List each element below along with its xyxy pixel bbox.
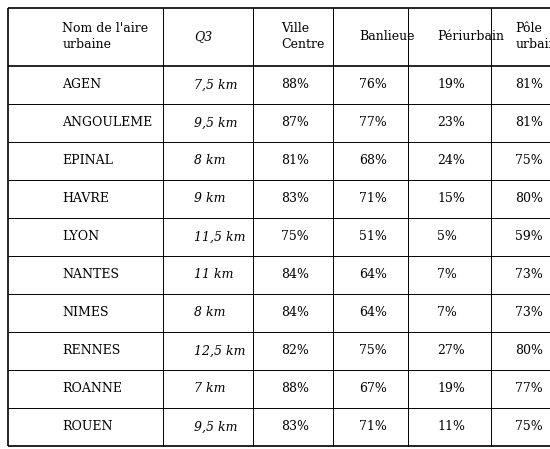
Text: NANTES: NANTES	[62, 269, 119, 282]
Text: 5%: 5%	[437, 230, 457, 243]
Text: 19%: 19%	[437, 79, 465, 92]
Text: 15%: 15%	[437, 193, 465, 206]
Text: 8 km: 8 km	[195, 154, 226, 167]
Text: 9,5 km: 9,5 km	[195, 421, 238, 433]
Text: Périurbain: Périurbain	[437, 31, 504, 44]
Text: ROUEN: ROUEN	[62, 421, 113, 433]
Text: 80%: 80%	[515, 193, 543, 206]
Text: 84%: 84%	[281, 269, 309, 282]
Text: 59%: 59%	[515, 230, 543, 243]
Text: 84%: 84%	[281, 307, 309, 320]
Text: 7%: 7%	[437, 307, 457, 320]
Text: 87%: 87%	[281, 116, 309, 129]
Text: 9 km: 9 km	[195, 193, 226, 206]
Text: 81%: 81%	[515, 116, 543, 129]
Text: 12,5 km: 12,5 km	[195, 344, 246, 357]
Text: 7,5 km: 7,5 km	[195, 79, 238, 92]
Text: 19%: 19%	[437, 383, 465, 396]
Text: 88%: 88%	[281, 79, 309, 92]
Text: 67%: 67%	[359, 383, 387, 396]
Text: ANGOULEME: ANGOULEME	[62, 116, 152, 129]
Text: Banlieue: Banlieue	[359, 31, 415, 44]
Text: 23%: 23%	[437, 116, 465, 129]
Text: LYON: LYON	[62, 230, 100, 243]
Text: ROANNE: ROANNE	[62, 383, 122, 396]
Text: 11,5 km: 11,5 km	[195, 230, 246, 243]
Text: 83%: 83%	[281, 193, 309, 206]
Text: 71%: 71%	[359, 421, 387, 433]
Text: 7%: 7%	[437, 269, 457, 282]
Text: 83%: 83%	[281, 421, 309, 433]
Text: 73%: 73%	[515, 307, 543, 320]
Text: Pôle
urbain: Pôle urbain	[515, 22, 550, 52]
Text: 9,5 km: 9,5 km	[195, 116, 238, 129]
Text: 75%: 75%	[281, 230, 309, 243]
Text: RENNES: RENNES	[62, 344, 120, 357]
Text: 81%: 81%	[515, 79, 543, 92]
Text: 77%: 77%	[515, 383, 543, 396]
Text: 75%: 75%	[515, 421, 543, 433]
Text: 71%: 71%	[359, 193, 387, 206]
Text: 76%: 76%	[359, 79, 387, 92]
Text: 64%: 64%	[359, 307, 387, 320]
Text: HAVRE: HAVRE	[62, 193, 109, 206]
Text: 51%: 51%	[359, 230, 387, 243]
Text: 11 km: 11 km	[195, 269, 234, 282]
Text: 68%: 68%	[359, 154, 387, 167]
Text: 64%: 64%	[359, 269, 387, 282]
Text: 27%: 27%	[437, 344, 465, 357]
Text: Ville
Centre: Ville Centre	[281, 22, 324, 52]
Text: Q3: Q3	[195, 31, 213, 44]
Text: 88%: 88%	[281, 383, 309, 396]
Text: 75%: 75%	[515, 154, 543, 167]
Text: 80%: 80%	[515, 344, 543, 357]
Text: EPINAL: EPINAL	[62, 154, 113, 167]
Text: 73%: 73%	[515, 269, 543, 282]
Text: NIMES: NIMES	[62, 307, 109, 320]
Text: 77%: 77%	[359, 116, 387, 129]
Text: AGEN: AGEN	[62, 79, 101, 92]
Text: 7 km: 7 km	[195, 383, 226, 396]
Text: 11%: 11%	[437, 421, 465, 433]
Text: 24%: 24%	[437, 154, 465, 167]
Text: 81%: 81%	[281, 154, 309, 167]
Text: 75%: 75%	[359, 344, 387, 357]
Text: Nom de l'aire
urbaine: Nom de l'aire urbaine	[62, 22, 149, 52]
Text: 82%: 82%	[281, 344, 309, 357]
Text: 8 km: 8 km	[195, 307, 226, 320]
